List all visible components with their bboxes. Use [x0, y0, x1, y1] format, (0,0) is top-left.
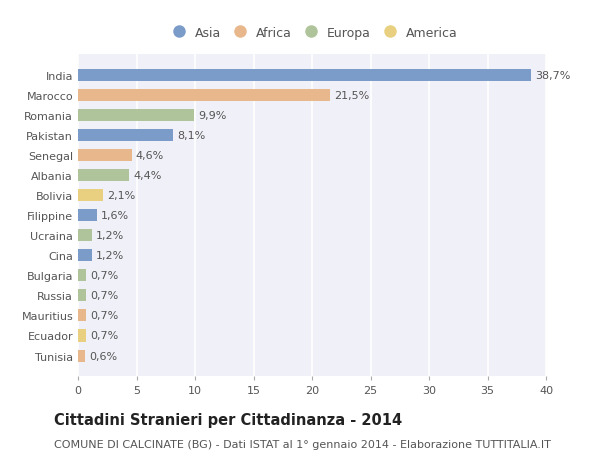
Text: 0,7%: 0,7% [90, 271, 119, 281]
Bar [78, 330, 86, 342]
Bar [78, 350, 85, 362]
Text: 4,6%: 4,6% [136, 151, 164, 161]
Text: 21,5%: 21,5% [334, 91, 369, 101]
Bar [78, 150, 132, 162]
Text: 1,2%: 1,2% [96, 251, 124, 261]
Bar [78, 250, 92, 262]
Text: 2,1%: 2,1% [107, 191, 135, 201]
Text: 1,2%: 1,2% [96, 231, 124, 241]
Bar [78, 70, 531, 82]
Text: 38,7%: 38,7% [535, 71, 570, 81]
Bar [78, 170, 130, 182]
Text: 0,7%: 0,7% [90, 311, 119, 321]
Bar [78, 90, 329, 102]
Bar [78, 230, 92, 242]
Text: COMUNE DI CALCINATE (BG) - Dati ISTAT al 1° gennaio 2014 - Elaborazione TUTTITAL: COMUNE DI CALCINATE (BG) - Dati ISTAT al… [54, 440, 551, 449]
Text: Cittadini Stranieri per Cittadinanza - 2014: Cittadini Stranieri per Cittadinanza - 2… [54, 413, 402, 428]
Text: 9,9%: 9,9% [198, 111, 226, 121]
Bar [78, 310, 86, 322]
Bar [78, 210, 97, 222]
Text: 4,4%: 4,4% [134, 171, 162, 181]
Text: 0,6%: 0,6% [89, 351, 117, 361]
Bar [78, 110, 194, 122]
Bar [78, 290, 86, 302]
Text: 8,1%: 8,1% [177, 131, 205, 141]
Text: 1,6%: 1,6% [101, 211, 129, 221]
Bar [78, 270, 86, 282]
Text: 0,7%: 0,7% [90, 291, 119, 301]
Bar [78, 130, 173, 142]
Text: 0,7%: 0,7% [90, 331, 119, 341]
Bar [78, 190, 103, 202]
Legend: Asia, Africa, Europa, America: Asia, Africa, Europa, America [163, 23, 461, 43]
